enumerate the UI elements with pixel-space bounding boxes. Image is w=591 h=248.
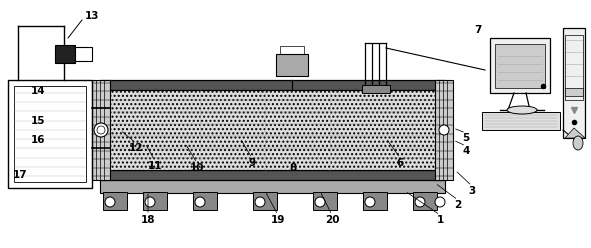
Circle shape — [145, 197, 155, 207]
Bar — [55, 45, 75, 63]
Bar — [280, 46, 304, 54]
Bar — [14, 86, 86, 182]
Circle shape — [105, 197, 115, 207]
Circle shape — [315, 197, 325, 207]
Bar — [143, 192, 167, 210]
Text: 18: 18 — [141, 215, 155, 225]
Bar — [92, 80, 110, 180]
Bar — [100, 90, 445, 170]
Text: 15: 15 — [31, 116, 46, 126]
Text: 16: 16 — [31, 135, 46, 145]
Circle shape — [415, 197, 425, 207]
Bar — [413, 192, 437, 210]
Bar — [490, 38, 550, 93]
Text: 19: 19 — [271, 215, 285, 225]
Bar — [363, 192, 387, 210]
Bar — [103, 192, 127, 210]
Bar — [100, 179, 445, 193]
Text: 11: 11 — [148, 161, 163, 171]
Circle shape — [365, 197, 375, 207]
Circle shape — [195, 197, 205, 207]
Text: 8: 8 — [290, 163, 297, 173]
Bar — [435, 80, 453, 180]
Circle shape — [255, 197, 265, 207]
Ellipse shape — [507, 106, 537, 114]
Bar — [253, 192, 277, 210]
Bar — [75, 47, 92, 61]
Bar — [495, 44, 545, 88]
Text: 17: 17 — [12, 170, 27, 180]
Text: 4: 4 — [462, 146, 470, 156]
Text: 12: 12 — [129, 143, 143, 153]
Text: 3: 3 — [469, 186, 476, 196]
Bar — [100, 80, 445, 90]
Bar — [8, 80, 92, 188]
Ellipse shape — [573, 136, 583, 150]
Text: 5: 5 — [462, 133, 470, 143]
Text: 14: 14 — [31, 86, 46, 96]
Text: 1: 1 — [436, 215, 444, 225]
Text: 9: 9 — [248, 158, 255, 168]
Bar — [482, 112, 560, 130]
Bar — [313, 192, 337, 210]
Bar — [276, 54, 308, 76]
Text: 13: 13 — [85, 11, 99, 21]
Circle shape — [94, 123, 108, 137]
Text: 7: 7 — [475, 25, 482, 35]
Bar — [193, 192, 217, 210]
Text: 6: 6 — [397, 158, 404, 168]
Text: 10: 10 — [190, 163, 204, 173]
Bar — [563, 28, 585, 138]
Text: 20: 20 — [324, 215, 339, 225]
Bar — [565, 88, 583, 96]
Polygon shape — [565, 128, 585, 138]
Bar — [565, 35, 583, 100]
Circle shape — [439, 125, 449, 135]
Bar — [362, 85, 390, 93]
Circle shape — [435, 197, 445, 207]
Bar — [100, 170, 445, 180]
Text: 2: 2 — [454, 200, 462, 210]
